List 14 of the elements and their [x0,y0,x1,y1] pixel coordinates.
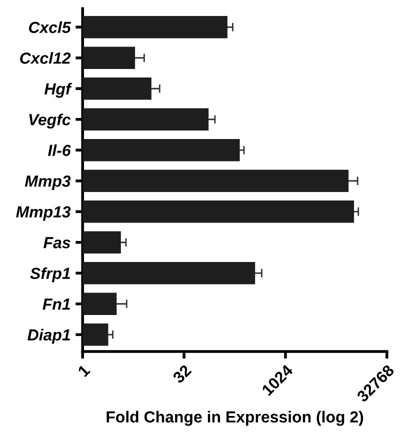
y-tick-label: Diap1 [28,328,70,344]
y-tick-label: Sfrp1 [30,267,70,282]
y-tick-label: Cxcl12 [20,52,71,64]
x-tick-label: 1 [77,364,90,378]
y-tick-label: Il-6 [48,144,71,156]
y-tick-label: Vegfc [29,114,71,128]
y-tick-label: Fas [44,237,70,248]
y-tick-label: Cxcl5 [28,21,71,34]
y-tick-label: Mmp3 [24,176,71,190]
x-tick-label: 32 [172,364,192,384]
y-tick-label: Hgf [44,82,72,98]
y-tick-label: Fn1 [42,298,70,310]
x-axis-title: Fold Change in Expression (log 2) [106,410,364,426]
y-tick-label: Mmp13 [16,206,71,221]
